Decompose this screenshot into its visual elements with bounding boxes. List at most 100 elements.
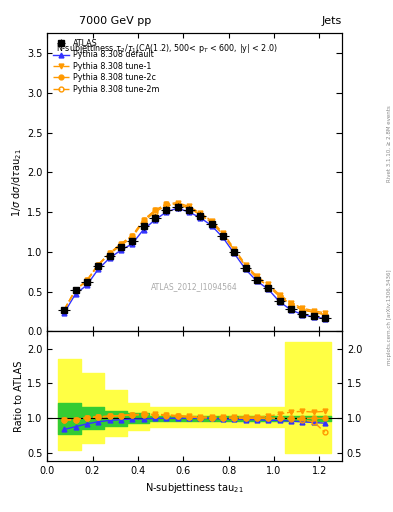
Line: Pythia 8.308 default: Pythia 8.308 default [62, 206, 327, 321]
Text: 7000 GeV pp: 7000 GeV pp [79, 15, 151, 26]
Pythia 8.308 tune-1 [141, 217, 146, 223]
Pythia 8.308 tune-2m [141, 219, 146, 225]
Pythia 8.308 tune-2c [300, 307, 305, 313]
Pythia 8.308 tune-2m [209, 219, 214, 225]
Pythia 8.308 tune-1 [266, 281, 270, 287]
Pythia 8.308 tune-2c [198, 211, 202, 218]
Pythia 8.308 tune-2c [266, 283, 270, 289]
Line: Pythia 8.308 tune-2m: Pythia 8.308 tune-2m [62, 202, 327, 317]
Pythia 8.308 tune-1 [175, 200, 180, 206]
Pythia 8.308 tune-2m [198, 211, 202, 218]
Pythia 8.308 tune-2c [130, 233, 134, 239]
Pythia 8.308 tune-2m [107, 251, 112, 257]
Line: Pythia 8.308 tune-2c: Pythia 8.308 tune-2c [62, 202, 327, 317]
Pythia 8.308 tune-1 [255, 273, 259, 280]
Pythia 8.308 tune-2m [84, 278, 89, 284]
Pythia 8.308 tune-2m [266, 283, 270, 289]
Pythia 8.308 tune-1 [198, 210, 202, 216]
Pythia 8.308 tune-1 [323, 310, 327, 316]
Pythia 8.308 default [209, 223, 214, 229]
Pythia 8.308 default [130, 241, 134, 247]
Pythia 8.308 tune-2m [311, 309, 316, 315]
Pythia 8.308 tune-1 [84, 278, 89, 284]
Pythia 8.308 tune-2m [255, 275, 259, 281]
Pythia 8.308 default [152, 217, 157, 223]
Pythia 8.308 tune-2c [73, 287, 78, 293]
Pythia 8.308 default [266, 286, 270, 292]
Pythia 8.308 tune-2c [84, 278, 89, 284]
Pythia 8.308 default [141, 226, 146, 232]
Pythia 8.308 tune-2c [96, 262, 101, 268]
Text: Rivet 3.1.10, ≥ 2.8M events: Rivet 3.1.10, ≥ 2.8M events [387, 105, 392, 182]
Pythia 8.308 tune-2c [232, 247, 237, 253]
Pythia 8.308 tune-2m [220, 231, 225, 238]
Pythia 8.308 tune-2m [277, 293, 282, 300]
Pythia 8.308 tune-2c [107, 250, 112, 257]
Pythia 8.308 tune-2m [175, 201, 180, 207]
Pythia 8.308 tune-1 [232, 246, 237, 252]
Text: N-subjettiness $\tau_2/\tau_1$(CA(1.2), 500< p$_T$ < 600, |y| < 2.0): N-subjettiness $\tau_2/\tau_1$(CA(1.2), … [56, 42, 278, 55]
Pythia 8.308 default [175, 205, 180, 211]
Pythia 8.308 tune-2m [164, 203, 169, 209]
Pythia 8.308 tune-1 [243, 262, 248, 268]
Pythia 8.308 default [119, 247, 123, 253]
Pythia 8.308 default [164, 209, 169, 215]
Pythia 8.308 tune-1 [119, 241, 123, 247]
Y-axis label: Ratio to ATLAS: Ratio to ATLAS [14, 360, 24, 432]
X-axis label: N-subjettiness tau$_{21}$: N-subjettiness tau$_{21}$ [145, 481, 244, 495]
Pythia 8.308 default [96, 266, 101, 272]
Pythia 8.308 tune-1 [164, 201, 169, 207]
Pythia 8.308 default [198, 215, 202, 221]
Pythia 8.308 tune-2c [209, 219, 214, 225]
Pythia 8.308 tune-2c [323, 311, 327, 317]
Pythia 8.308 tune-2c [243, 263, 248, 269]
Pythia 8.308 tune-2c [220, 231, 225, 238]
Pythia 8.308 tune-2c [187, 205, 191, 211]
Pythia 8.308 default [232, 250, 237, 257]
Pythia 8.308 tune-2m [187, 205, 191, 211]
Pythia 8.308 tune-2c [141, 217, 146, 223]
Pythia 8.308 tune-2m [73, 287, 78, 293]
Pythia 8.308 tune-2m [232, 247, 237, 253]
Pythia 8.308 tune-2m [323, 311, 327, 317]
Pythia 8.308 default [277, 299, 282, 305]
Text: ATLAS_2012_I1094564: ATLAS_2012_I1094564 [151, 282, 238, 291]
Pythia 8.308 tune-1 [62, 307, 66, 313]
Pythia 8.308 tune-1 [220, 230, 225, 236]
Pythia 8.308 tune-2c [164, 201, 169, 207]
Pythia 8.308 default [84, 282, 89, 288]
Pythia 8.308 tune-1 [73, 287, 78, 293]
Pythia 8.308 tune-2m [288, 301, 293, 307]
Pythia 8.308 default [243, 266, 248, 272]
Pythia 8.308 default [62, 310, 66, 316]
Pythia 8.308 tune-1 [209, 218, 214, 224]
Pythia 8.308 tune-1 [187, 203, 191, 209]
Pythia 8.308 tune-2m [130, 234, 134, 241]
Pythia 8.308 tune-1 [96, 262, 101, 268]
Pythia 8.308 tune-2c [255, 275, 259, 281]
Pythia 8.308 tune-2m [300, 307, 305, 313]
Pythia 8.308 default [73, 291, 78, 297]
Pythia 8.308 tune-2c [152, 207, 157, 214]
Pythia 8.308 tune-2m [152, 209, 157, 215]
Pythia 8.308 default [220, 234, 225, 241]
Pythia 8.308 default [288, 307, 293, 313]
Pythia 8.308 tune-1 [152, 207, 157, 214]
Pythia 8.308 tune-1 [288, 300, 293, 306]
Pythia 8.308 default [187, 209, 191, 215]
Pythia 8.308 tune-2c [62, 307, 66, 313]
Pythia 8.308 tune-2m [119, 242, 123, 248]
Pythia 8.308 tune-1 [107, 250, 112, 257]
Pythia 8.308 tune-1 [277, 292, 282, 298]
Y-axis label: 1/$\sigma$ d$\sigma$/d$\tau$au$_{21}$: 1/$\sigma$ d$\sigma$/d$\tau$au$_{21}$ [10, 148, 24, 217]
Pythia 8.308 tune-2c [277, 293, 282, 300]
Text: Jets: Jets [321, 15, 342, 26]
Pythia 8.308 tune-2c [119, 241, 123, 247]
Pythia 8.308 default [300, 311, 305, 317]
Text: mcplots.cern.ch [arXiv:1306.3436]: mcplots.cern.ch [arXiv:1306.3436] [387, 270, 392, 365]
Pythia 8.308 tune-1 [130, 233, 134, 239]
Pythia 8.308 default [311, 314, 316, 320]
Pythia 8.308 default [107, 255, 112, 261]
Legend: ATLAS, Pythia 8.308 default, Pythia 8.308 tune-1, Pythia 8.308 tune-2c, Pythia 8: ATLAS, Pythia 8.308 default, Pythia 8.30… [51, 37, 161, 95]
Pythia 8.308 tune-1 [311, 308, 316, 314]
